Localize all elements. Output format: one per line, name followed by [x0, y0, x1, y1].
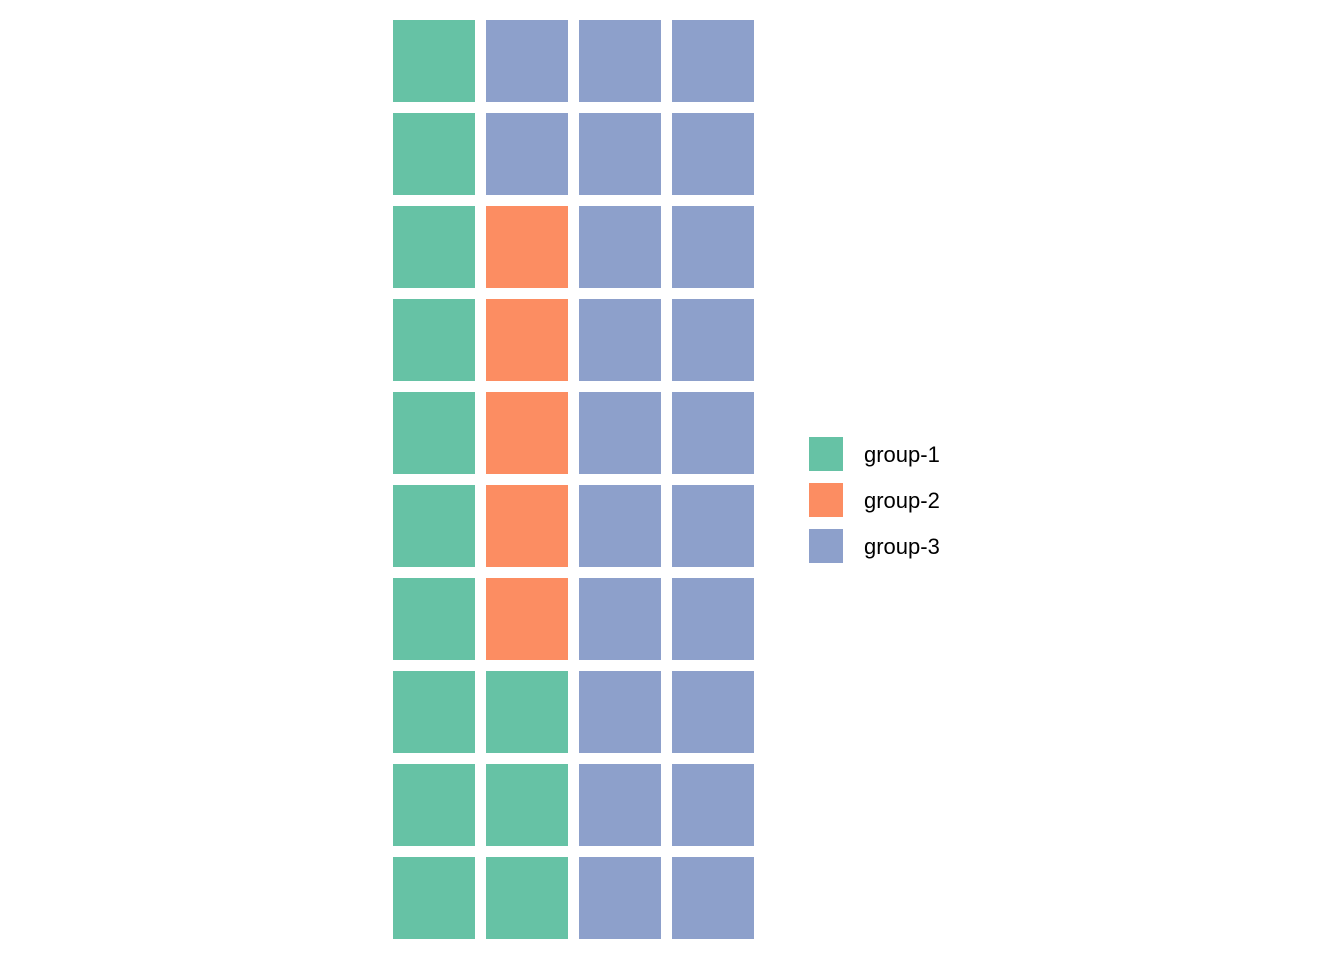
waffle-cell-group-3: [579, 764, 661, 846]
waffle-cell-group-1: [486, 764, 568, 846]
waffle-cell-group-3: [579, 671, 661, 753]
waffle-cell-group-3: [579, 299, 661, 381]
waffle-cell-group-3: [579, 578, 661, 660]
waffle-cell-group-3: [672, 299, 754, 381]
waffle-cell-group-3: [486, 20, 568, 102]
waffle-cell-group-3: [672, 20, 754, 102]
waffle-cell-group-1: [486, 857, 568, 939]
waffle-cell-group-1: [393, 671, 475, 753]
waffle-cell-group-1: [393, 206, 475, 288]
waffle-cell-group-2: [486, 392, 568, 474]
legend-swatch: [809, 529, 843, 563]
legend: group-1 group-2 group-3: [809, 437, 940, 563]
waffle-cell-group-2: [486, 485, 568, 567]
waffle-cell-group-1: [393, 392, 475, 474]
legend-label: group-3: [864, 534, 940, 559]
waffle-cell-group-3: [579, 392, 661, 474]
waffle-cell-group-1: [393, 113, 475, 195]
waffle-cell-group-3: [672, 392, 754, 474]
waffle-cell-group-2: [486, 299, 568, 381]
waffle-cell-group-3: [579, 113, 661, 195]
waffle-cell-group-3: [579, 206, 661, 288]
waffle-cell-group-3: [672, 206, 754, 288]
legend-item-group-2: group-2: [809, 483, 940, 517]
legend-label: group-2: [864, 488, 940, 513]
waffle-cell-group-3: [672, 764, 754, 846]
waffle-cell-group-1: [393, 764, 475, 846]
waffle-cell-group-1: [393, 578, 475, 660]
waffle-cell-group-1: [393, 20, 475, 102]
legend-swatch: [809, 483, 843, 517]
waffle-cell-group-3: [486, 113, 568, 195]
legend-label: group-1: [864, 442, 940, 467]
waffle-cell-group-3: [672, 671, 754, 753]
waffle-cell-group-1: [393, 857, 475, 939]
waffle-cell-group-3: [579, 857, 661, 939]
legend-swatch: [809, 437, 843, 471]
waffle-cell-group-3: [579, 20, 661, 102]
waffle-cell-group-2: [486, 206, 568, 288]
waffle-cell-group-3: [672, 485, 754, 567]
waffle-cell-group-2: [486, 578, 568, 660]
waffle-cells: [393, 20, 754, 939]
waffle-cell-group-1: [393, 485, 475, 567]
waffle-cell-group-3: [672, 578, 754, 660]
waffle-cell-group-3: [579, 485, 661, 567]
legend-item-group-1: group-1: [809, 437, 940, 471]
waffle-cell-group-3: [672, 113, 754, 195]
waffle-cell-group-1: [393, 299, 475, 381]
waffle-cell-group-3: [672, 857, 754, 939]
waffle-cell-group-1: [486, 671, 568, 753]
legend-item-group-3: group-3: [809, 529, 940, 563]
